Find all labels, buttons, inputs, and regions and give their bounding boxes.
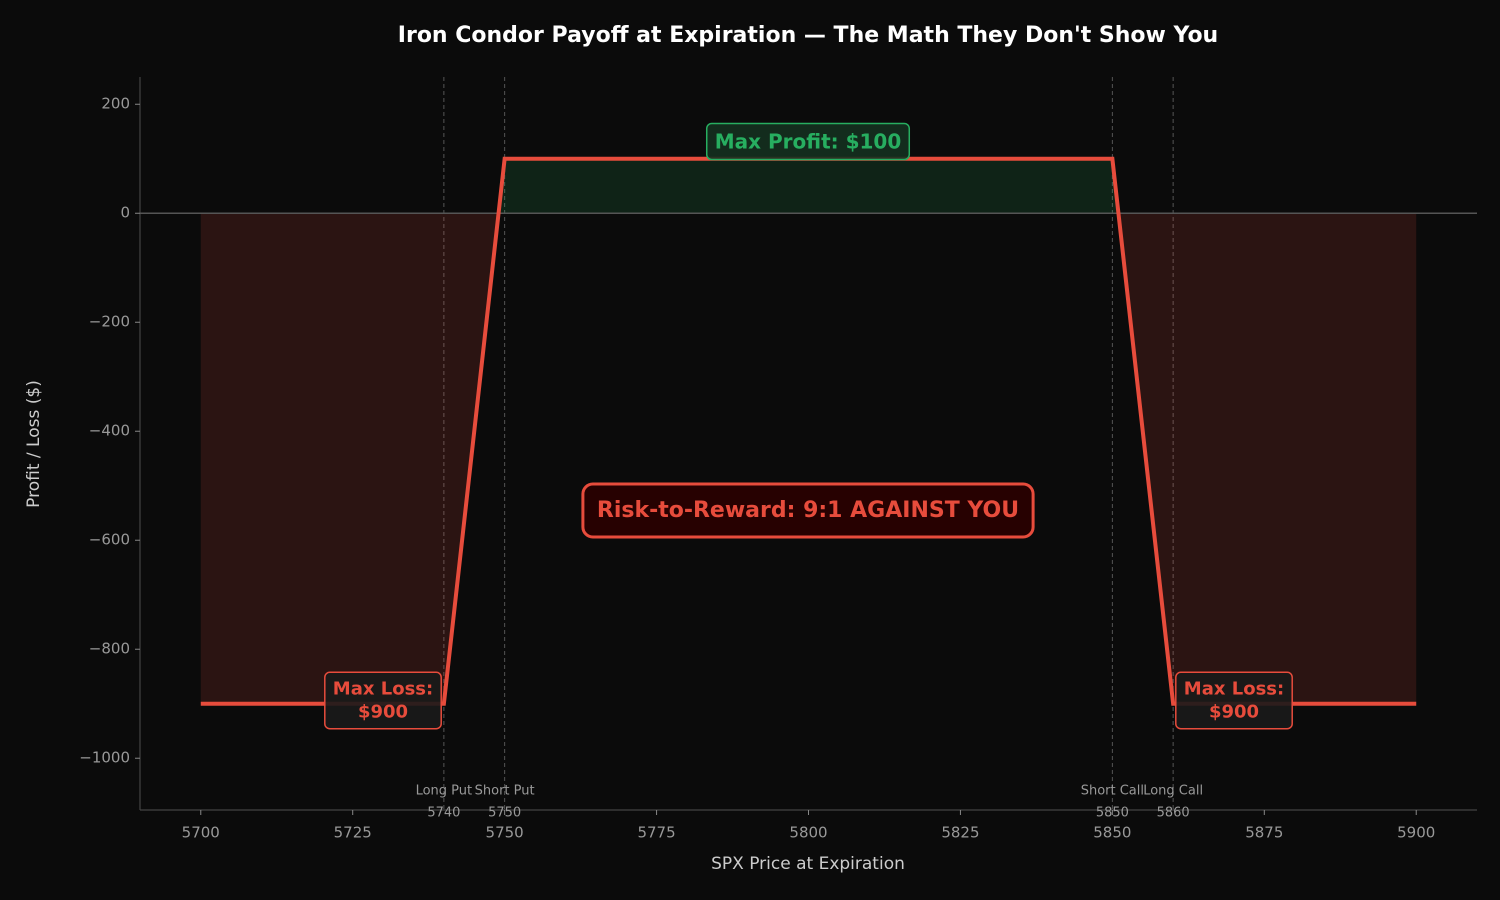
y-tick-label: −800: [89, 640, 130, 658]
strike-label: Long Call: [1143, 784, 1203, 799]
annotation-text: $900: [1209, 702, 1259, 723]
loss-area: [200, 213, 1417, 704]
x-tick-label: 5800: [789, 824, 827, 842]
strike-value: 5740: [427, 806, 460, 821]
strike-label: Short Call: [1081, 784, 1144, 799]
strike-label: Long Put: [416, 784, 473, 799]
annotation-box: [1175, 671, 1293, 730]
annotation-text: Max Loss:: [1184, 678, 1284, 699]
annotation: Max Loss: $900: [324, 671, 442, 730]
annotation-box: [581, 482, 1035, 539]
x-tick-label: 5700: [182, 824, 220, 842]
y-axis-label: Profit / Loss ($): [24, 380, 44, 508]
x-tick-label: 5875: [1245, 824, 1283, 842]
x-tick-label: 5725: [334, 824, 372, 842]
x-axis-label: SPX Price at Expiration: [711, 854, 905, 874]
x-tick-label: 5825: [941, 824, 979, 842]
y-tick-label: −600: [89, 531, 130, 549]
strike-value: 5750: [488, 806, 521, 821]
annotation-text: $900: [358, 702, 408, 723]
annotation-text: Max Loss:: [333, 678, 433, 699]
x-tick-label: 5750: [486, 824, 524, 842]
y-tick-label: −400: [89, 422, 130, 440]
y-tick-label: −1000: [79, 749, 130, 767]
y-tick-label: −200: [89, 313, 130, 331]
annotation-text: Max Profit: $100: [715, 130, 902, 154]
strike-value: 5860: [1157, 806, 1190, 821]
chart-title: Iron Condor Payoff at Expiration — The M…: [398, 23, 1218, 48]
strike-label: Short Put: [475, 784, 535, 799]
strike-value: 5850: [1096, 806, 1129, 821]
annotation-text: Risk-to-Reward: 9:1 AGAINST YOU: [597, 498, 1019, 523]
annotation: Risk-to-Reward: 9:1 AGAINST YOU: [581, 482, 1035, 539]
x-tick-label: 5900: [1397, 824, 1435, 842]
annotation-box: [324, 671, 442, 730]
annotation-box: [705, 122, 911, 161]
y-tick-label: 200: [101, 95, 130, 113]
y-tick-label: 0: [120, 204, 130, 222]
x-tick-label: 5850: [1093, 824, 1131, 842]
annotation: Max Profit: $100: [705, 122, 911, 161]
x-tick-label: 5775: [637, 824, 675, 842]
annotation: Max Loss: $900: [1175, 671, 1293, 730]
